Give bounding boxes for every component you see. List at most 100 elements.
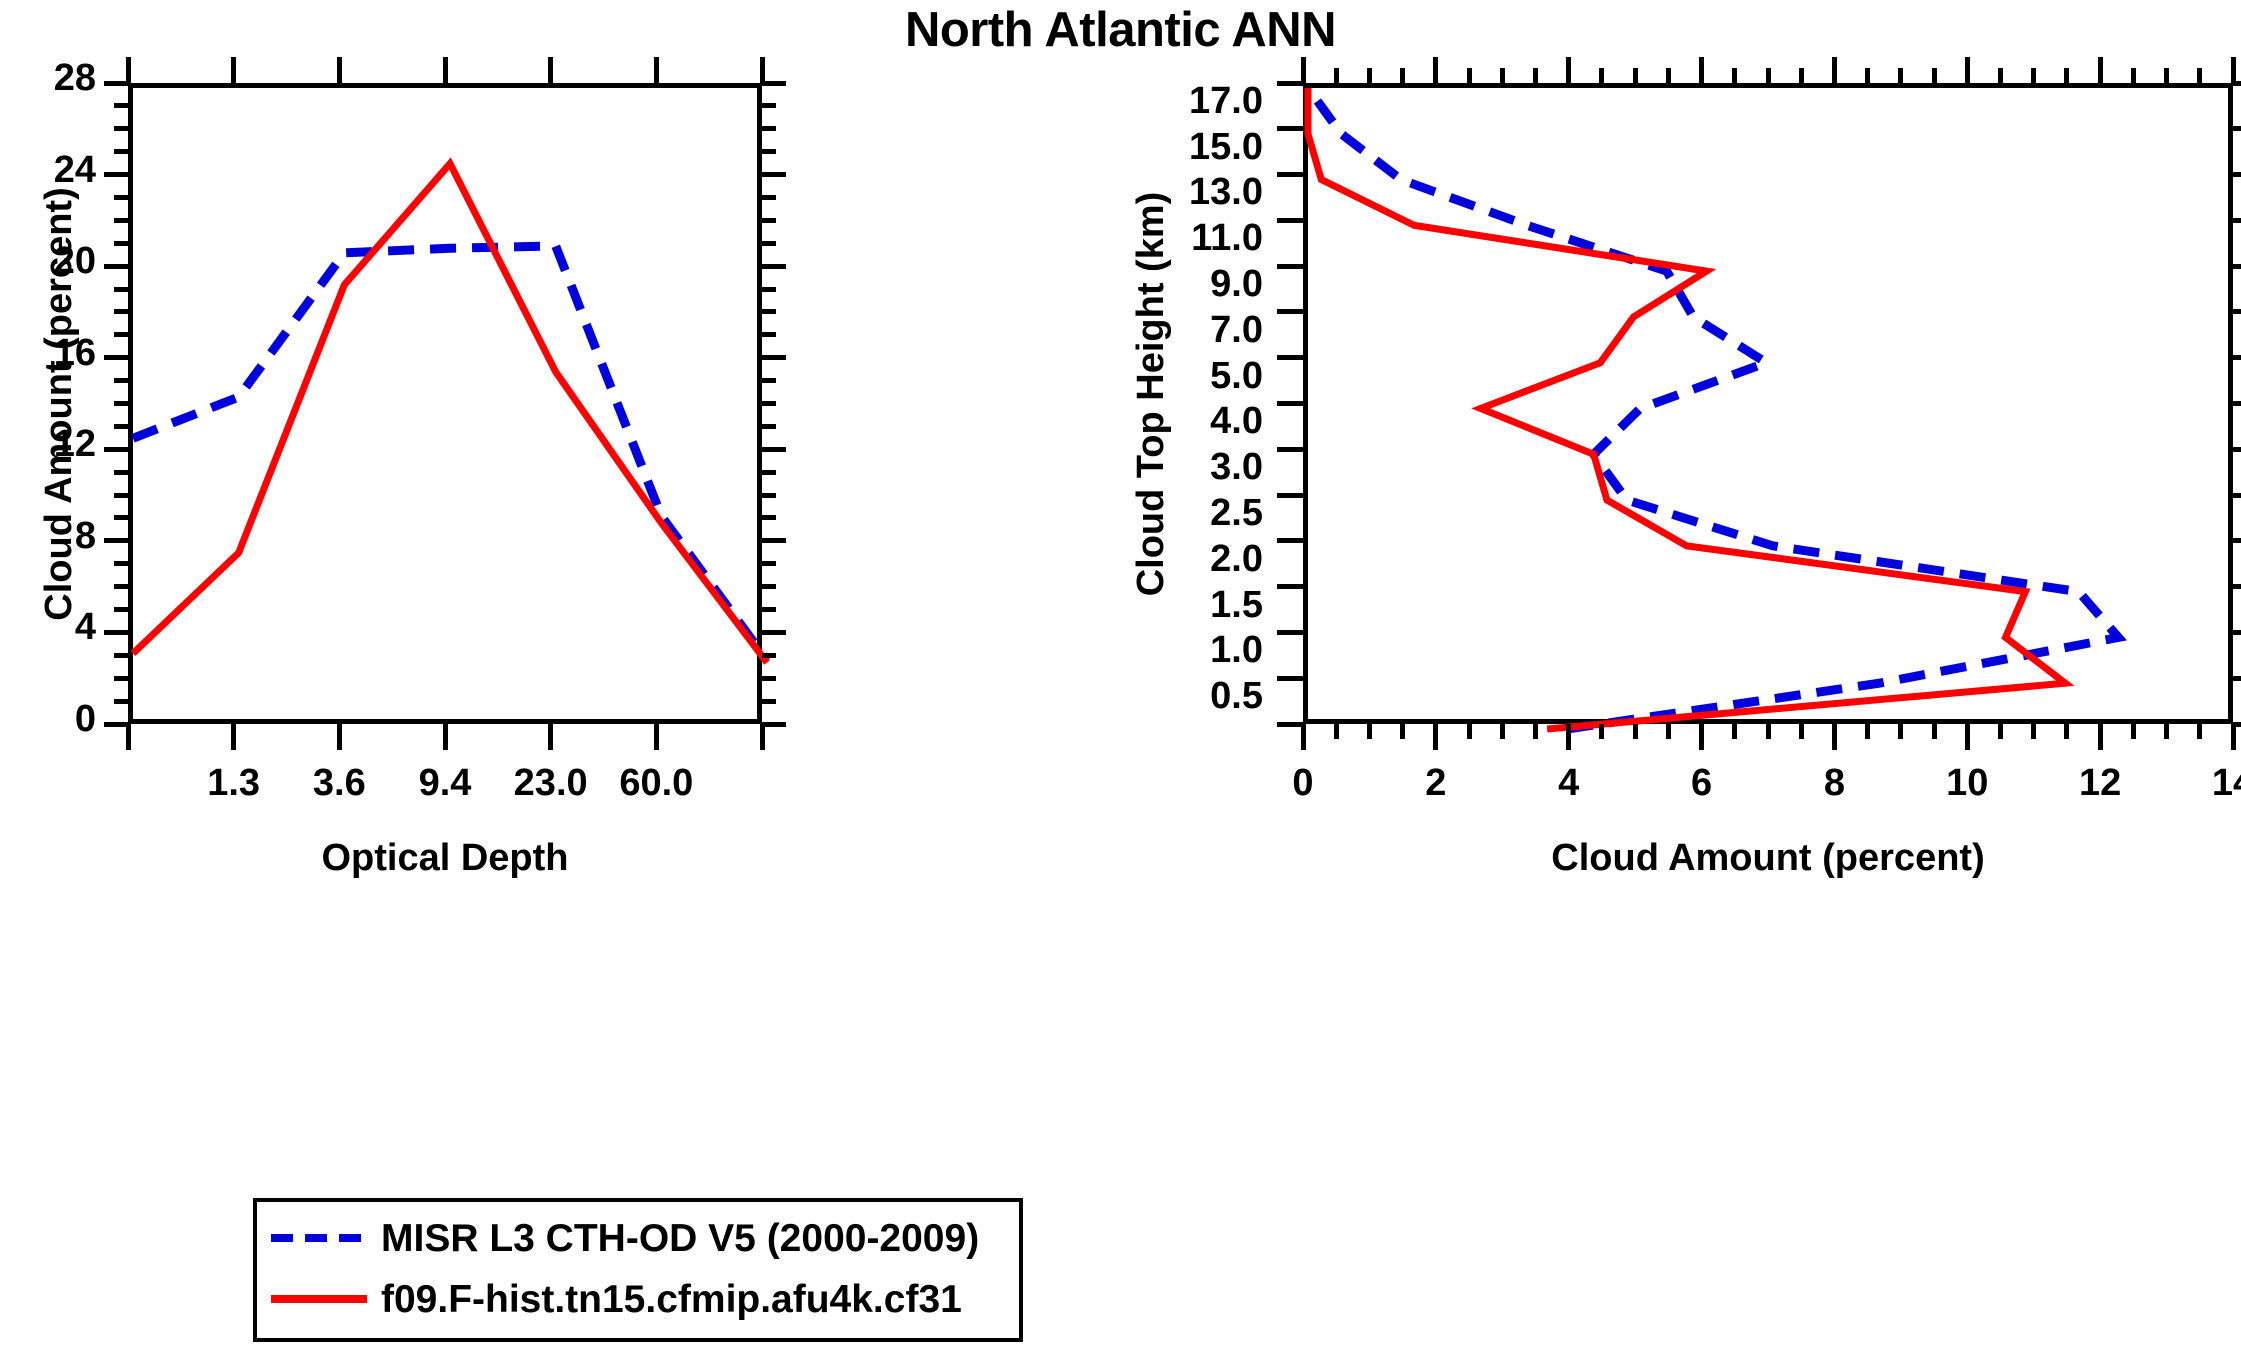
left-plot-x-major-tick — [759, 724, 765, 750]
right-plot-x-minor-tick-top — [1798, 68, 1804, 83]
right-plot-x-minor-tick — [1665, 724, 1671, 739]
left-plot-y-minor-tick — [114, 309, 128, 315]
right-plot-y-major-tick-right — [2233, 172, 2241, 178]
right-plot-y-ticklabel: 9.0 — [1210, 263, 1263, 306]
left-plot-y-minor-tick — [114, 423, 128, 429]
right-plot-x-major-tick — [2230, 724, 2236, 750]
right-plot-y-major-tick — [1277, 172, 1303, 178]
right-plot-y-major-tick-right — [2233, 263, 2241, 269]
right-plot-y-axis-title: Cloud Top Height (km) — [1130, 191, 1172, 596]
left-plot-y-minor-tick-right — [762, 423, 776, 429]
left-plot-y-minor-tick-right — [762, 240, 776, 246]
left-plot-y-major-tick-right — [762, 721, 786, 727]
right-plot-x-minor-tick — [2130, 724, 2136, 739]
left-plot-x-major-tick-top — [125, 57, 131, 83]
left-plot-y-minor-tick — [114, 126, 128, 132]
left-plot-y-ticklabel: 28 — [53, 57, 96, 99]
right-plot-x-minor-tick — [1898, 724, 1904, 739]
left-plot-y-minor-tick-right — [762, 286, 776, 292]
left-plot-y-ticklabel: 0 — [74, 698, 96, 740]
right-plot-y-major-tick — [1277, 538, 1303, 544]
right-plot-frame — [1303, 83, 2233, 734]
left-plot-line-model — [130, 157, 770, 665]
left-plot-y-major-tick-right — [762, 538, 786, 544]
left-plot-x-major-tick — [442, 724, 448, 750]
left-plot-series — [130, 157, 771, 665]
left-plot-y-ticklabel: 24 — [53, 148, 96, 191]
right-plot-x-ticklabel: 14 — [2211, 762, 2241, 804]
right-plot-x-minor-tick — [1400, 724, 1406, 739]
right-plot-y-ticklabel: 4.0 — [1210, 400, 1263, 443]
left-plot-y-major-tick-right — [762, 355, 786, 361]
right-plot-x-major-tick — [1699, 724, 1705, 750]
left-plot-y-minor-tick-right — [762, 652, 776, 658]
right-plot-x-minor-tick-top — [1931, 68, 1937, 83]
right-plot-x-ticklabel: 12 — [2079, 762, 2122, 804]
right-plot-x-minor-tick-top — [1632, 68, 1638, 83]
right-plot-x-ticklabel: 8 — [1823, 762, 1845, 804]
right-plot-y-major-tick — [1277, 446, 1303, 452]
right-plot-x-minor-tick — [2064, 724, 2070, 739]
right-plot-y-ticklabel: 15.0 — [1189, 125, 1263, 168]
left-plot-y-minor-tick-right — [762, 401, 776, 406]
right-plot-x-major-tick-top — [1831, 57, 1837, 83]
right-plot-x-minor-tick — [1632, 724, 1638, 739]
right-plot-y-major-tick-right — [2233, 446, 2241, 452]
right-plot-y-major-tick — [1277, 492, 1303, 498]
left-plot-x-major-tick-top — [442, 57, 448, 83]
left-plot-y-major-tick — [104, 172, 128, 178]
left-plot-y-minor-tick-right — [762, 378, 776, 384]
right-plot-x-major-tick-top — [2097, 57, 2103, 83]
left-plot-frame — [128, 83, 771, 724]
right-plot-x-major-tick — [1831, 724, 1837, 750]
right-plot-x-minor-tick — [1466, 724, 1472, 739]
right-plot-x-minor-tick-top — [1400, 68, 1406, 83]
right-plot-x-minor-tick — [1931, 724, 1937, 739]
left-plot-x-major-tick — [548, 724, 554, 750]
right-plot-y-major-tick-right — [2233, 675, 2241, 681]
left-plot-y-ticklabel: 4 — [74, 606, 96, 649]
right-plot-x-minor-tick-top — [2197, 68, 2203, 83]
right-plot-line-model — [1304, 88, 2075, 733]
right-plot-x-minor-tick-top — [1333, 68, 1339, 83]
right-plot-y-major-tick-right — [2233, 629, 2241, 635]
right-plot-x-minor-tick-top — [1865, 68, 1871, 83]
right-plot-x-minor-tick-top — [1599, 68, 1605, 83]
right-plot-y-ticklabel: 1.5 — [1210, 583, 1263, 626]
right-plot-y-major-tick — [1277, 584, 1303, 590]
left-plot-y-minor-tick — [114, 469, 128, 475]
right-plot-x-ticklabel: 4 — [1558, 762, 1580, 804]
left-plot-y-major-tick — [104, 446, 128, 452]
right-plot-x-major-tick-top — [1699, 57, 1705, 83]
left-plot-y-major-tick-right — [762, 446, 786, 452]
right-plot-x-major-tick — [1433, 724, 1439, 750]
left-plot-x-major-tick-top — [759, 57, 765, 83]
left-plot-y-minor-tick-right — [762, 332, 776, 338]
right-plot-y-major-tick-right — [2233, 401, 2241, 406]
left-plot-x-ticklabel: 3.6 — [312, 762, 366, 804]
left-plot-y-minor-tick — [114, 217, 128, 223]
left-plot-x-axis-title: Optical Depth — [321, 837, 569, 879]
right-plot-x-minor-tick — [2164, 724, 2170, 739]
right-plot-x-minor-tick-top — [1366, 68, 1372, 83]
right-plot-x-minor-tick — [1499, 724, 1505, 739]
right-plot-x-minor-tick — [1366, 724, 1372, 739]
left-plot-y-major-tick — [104, 263, 128, 269]
left-plot-x-major-tick-top — [336, 57, 342, 83]
right-plot-y-ticklabel: 2.5 — [1210, 491, 1263, 534]
left-plot-y-minor-tick-right — [762, 149, 776, 155]
left-plot-y-minor-tick — [114, 492, 128, 498]
left-plot-y-ticklabel: 20 — [53, 240, 96, 283]
right-plot-line-observation — [1304, 85, 2127, 734]
left-plot-y-major-tick — [104, 538, 128, 544]
right-plot-y-major-tick-right — [2233, 126, 2241, 132]
right-plot-y-major-tick — [1277, 126, 1303, 132]
left-plot-y-minor-tick — [114, 378, 128, 384]
left-plot-y-minor-tick-right — [762, 698, 776, 704]
right-plot-y-major-tick — [1277, 355, 1303, 361]
right-plot-y-major-tick — [1277, 309, 1303, 315]
right-plot-x-major-tick — [2097, 724, 2103, 750]
left-plot-y-major-tick — [104, 80, 128, 86]
left-plot-x-ticklabel: 60.0 — [619, 762, 694, 804]
